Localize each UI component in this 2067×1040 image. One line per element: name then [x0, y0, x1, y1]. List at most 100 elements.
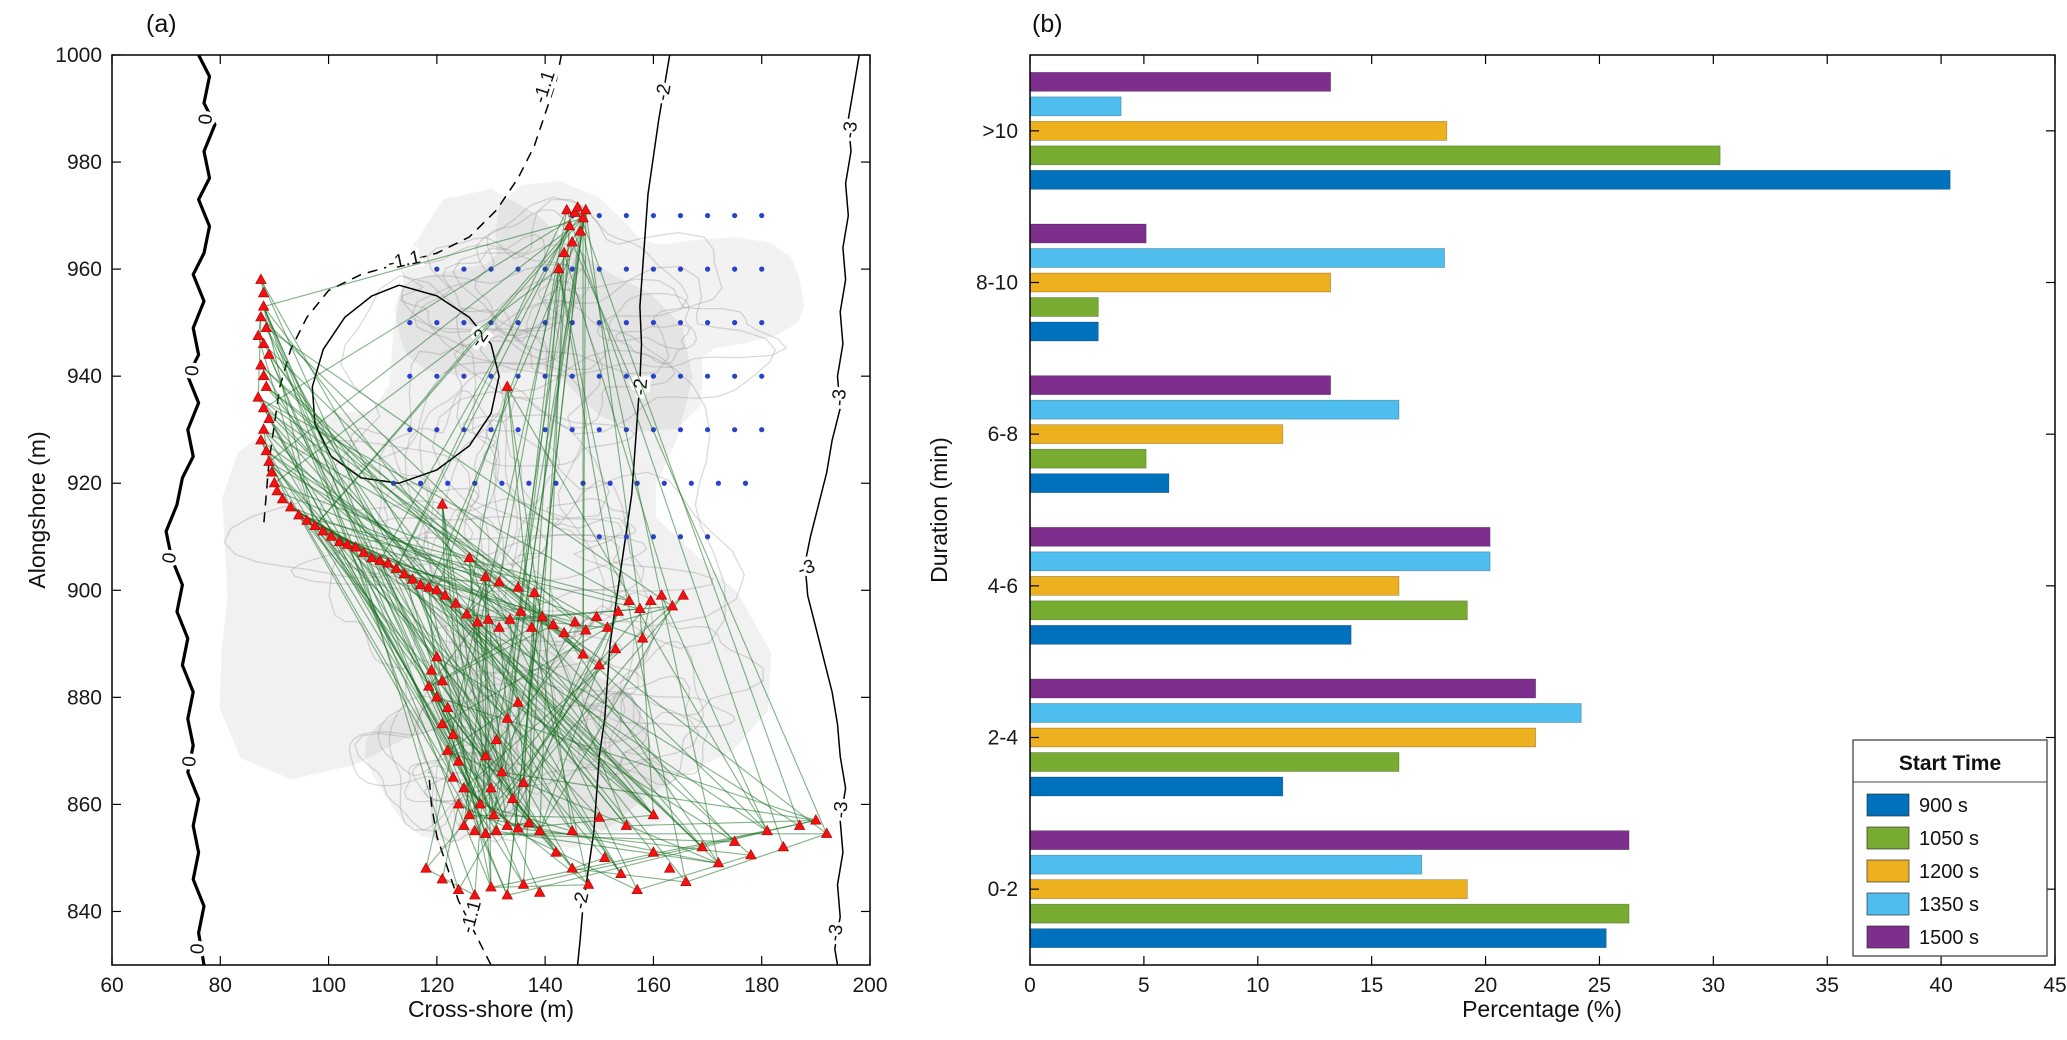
green-edge — [626, 819, 816, 827]
blue-dot — [434, 266, 440, 272]
blue-dot — [759, 427, 765, 433]
green-edge — [263, 209, 587, 409]
track-path — [435, 684, 528, 843]
red-triangle — [547, 618, 560, 630]
red-triangle — [422, 680, 435, 691]
green-edge — [571, 242, 828, 835]
red-triangle — [577, 648, 589, 659]
green-edge — [265, 450, 457, 605]
red-triangle — [506, 792, 519, 804]
red-triangle — [501, 380, 514, 391]
track-path — [223, 440, 549, 579]
x-tick-label: 200 — [852, 974, 887, 997]
blue-dot — [407, 427, 413, 433]
blue-dot — [704, 427, 711, 433]
red-triangle — [447, 728, 459, 739]
bar-6-8-1350s — [1029, 399, 1400, 420]
track-path — [329, 274, 610, 519]
blue-dot — [650, 534, 657, 540]
bar->10-1500s — [1029, 71, 1332, 92]
red-triangle — [655, 589, 668, 600]
x-tick-label: 60 — [100, 974, 123, 997]
red-triangle — [647, 846, 660, 857]
bar-2-4-1500s — [1029, 678, 1537, 699]
red-triangle — [333, 535, 346, 547]
green-edge — [566, 210, 784, 848]
red-triangle — [566, 824, 578, 836]
contour-line--1.1 — [427, 772, 492, 965]
red-triangle — [341, 538, 354, 549]
track-path — [349, 534, 714, 612]
red-triangle — [441, 744, 454, 755]
red-triangle — [561, 203, 573, 215]
green-edge — [506, 386, 573, 832]
red-triangle — [566, 235, 578, 247]
green-edge — [260, 316, 587, 631]
red-triangle — [579, 203, 592, 215]
bar-8-10-1350s — [1029, 248, 1445, 268]
red-triangle — [571, 201, 584, 212]
red-triangle — [439, 589, 451, 600]
red-triangle — [436, 674, 449, 686]
green-edge — [265, 450, 532, 629]
bar-8-10-1500s — [1029, 223, 1147, 244]
green-edge — [572, 868, 686, 883]
contour-label: 0 — [179, 755, 201, 767]
track-path — [454, 307, 551, 431]
green-edge — [639, 608, 655, 816]
green-edge — [263, 306, 454, 778]
red-triangle — [777, 840, 790, 852]
x-tick-label: 0 — [1024, 974, 1036, 997]
red-triangle — [696, 840, 708, 852]
red-triangle — [271, 484, 283, 496]
red-triangle — [623, 594, 635, 605]
red-triangle — [431, 583, 443, 595]
green-edge — [290, 506, 643, 640]
green-edge — [474, 648, 616, 832]
track-path — [422, 429, 746, 719]
blue-dot — [732, 427, 738, 433]
red-triangle — [301, 514, 313, 525]
panel-a-letter: (a) — [146, 10, 177, 38]
blue-dot — [407, 320, 413, 326]
blue-dot — [650, 373, 657, 379]
green-edge — [563, 632, 719, 864]
red-triangle — [284, 500, 297, 512]
bar-0-2-1350s — [1029, 854, 1423, 875]
red-triangle — [609, 642, 622, 654]
red-triangle — [514, 605, 527, 616]
green-edge — [468, 558, 492, 789]
blue-dot — [677, 534, 684, 540]
red-triangle — [255, 273, 267, 284]
contour-label: -3 — [795, 556, 818, 582]
green-edge — [517, 242, 573, 588]
red-triangle — [793, 819, 806, 830]
green-edge — [501, 771, 816, 822]
red-triangle — [550, 846, 562, 857]
red-triangle — [398, 567, 411, 579]
contour-label: -3 — [839, 120, 862, 140]
red-triangle — [479, 570, 492, 581]
red-triangle — [563, 219, 576, 231]
track-path — [453, 299, 676, 429]
blue-dot — [732, 266, 738, 272]
track-path — [400, 263, 590, 366]
red-triangle — [447, 771, 459, 782]
red-triangle — [677, 589, 689, 600]
green-edge — [298, 515, 470, 816]
red-triangle — [463, 808, 476, 820]
contour-label: 0 — [195, 113, 217, 125]
blue-dot — [732, 373, 738, 379]
blue-dot — [704, 534, 711, 540]
track-path — [513, 278, 788, 377]
red-triangle — [712, 856, 725, 868]
bar->10-1350s — [1029, 96, 1122, 117]
green-edge — [263, 306, 316, 527]
y-tick-label: 1000 — [55, 44, 102, 67]
contour-label: -2 — [630, 378, 652, 397]
red-triangle — [255, 433, 267, 445]
legend-label: 1050 s — [1919, 828, 1979, 850]
track-path — [442, 233, 553, 337]
red-triangle — [436, 872, 449, 884]
